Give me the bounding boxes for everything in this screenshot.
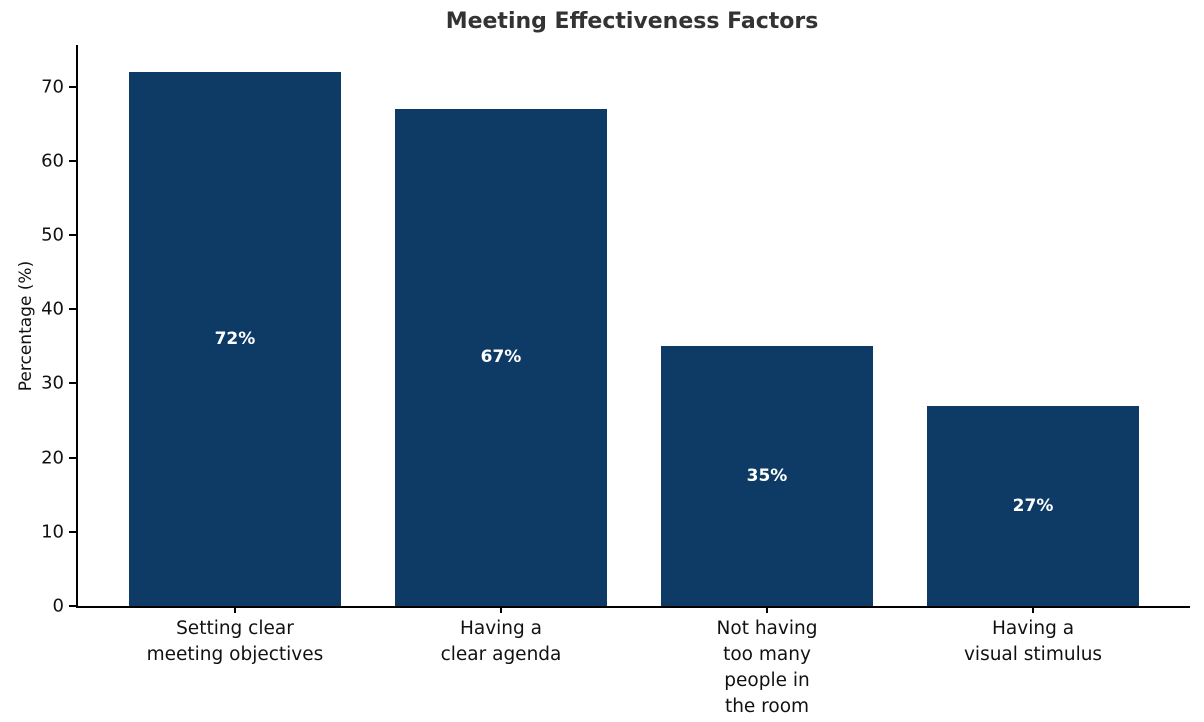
- y-tick-mark: [69, 159, 76, 162]
- y-tick-label: 20: [41, 447, 64, 469]
- x-tick-mark: [233, 608, 236, 613]
- bar-value-label: 72%: [214, 328, 256, 349]
- y-axis-label: Percentage (%): [16, 260, 36, 392]
- y-tick-mark: [69, 456, 76, 459]
- bar: [660, 346, 874, 606]
- x-tick-label: Not having too many people in the room: [716, 618, 818, 717]
- x-tick-label: Having a clear agenda: [440, 618, 562, 665]
- x-tick-label: Setting clear meeting objectives: [146, 618, 324, 665]
- y-tick-label: 70: [41, 76, 64, 98]
- y-tick-mark: [69, 382, 76, 385]
- y-tick-label: 10: [41, 521, 64, 543]
- bar-value-label: 35%: [746, 466, 788, 487]
- bar-value-label: 27%: [1012, 495, 1054, 516]
- y-tick-mark: [69, 308, 76, 311]
- y-tick-label: 30: [41, 372, 64, 394]
- plot-area: 0 10 20 30 40 50 60 70 72% Setting clear meeting …: [41, 45, 1190, 717]
- x-tick-label: Having a visual stimulus: [963, 618, 1103, 665]
- x-tick-mark: [766, 608, 768, 613]
- x-tick-mark: [499, 608, 502, 613]
- chart-title: Meeting Effectiveness Factors: [445, 9, 819, 34]
- x-tick-mark: [1032, 608, 1035, 613]
- y-tick-mark: [69, 605, 76, 607]
- y-tick-label: 40: [41, 298, 64, 320]
- bar: [394, 108, 608, 606]
- y-tick-mark: [69, 85, 76, 88]
- y-tick-label: 50: [41, 224, 64, 246]
- bar: [128, 71, 342, 606]
- bar-value-label: 67%: [480, 347, 522, 368]
- bar: [926, 405, 1140, 606]
- y-tick-label: 0: [52, 595, 64, 617]
- y-tick-mark: [69, 530, 76, 533]
- y-tick-label: 60: [41, 150, 64, 172]
- y-tick-mark: [69, 233, 76, 236]
